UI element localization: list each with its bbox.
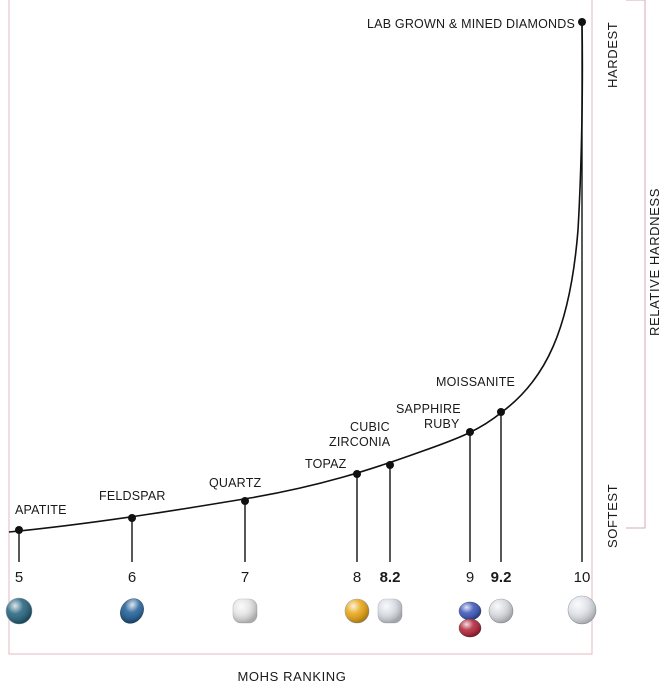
ruby-gem-icon	[458, 618, 482, 638]
data-point-5	[15, 526, 23, 534]
data-point-6	[128, 514, 136, 522]
x-tick-5: 5	[15, 569, 23, 586]
data-point-9-2	[497, 408, 505, 416]
x-tick-8-2: 8.2	[380, 569, 401, 586]
chart-frame	[8, 0, 593, 655]
point-label-8-2-2: ZIRCONIA	[329, 435, 391, 449]
point-label-9-1: SAPPHIRE	[396, 402, 461, 416]
data-point-10	[578, 18, 586, 26]
cubic-zirconia-gem-icon	[377, 598, 403, 624]
data-point-8-2	[386, 461, 394, 469]
diamond-gem-icon	[567, 595, 597, 625]
sapphire-gem-icon	[458, 601, 482, 621]
y-axis-title: RELATIVE HARDNESS	[647, 188, 662, 336]
data-point-7	[241, 497, 249, 505]
point-label-10: LAB GROWN & MINED DIAMONDS	[367, 17, 575, 31]
data-point-8	[353, 470, 361, 478]
data-point-9	[466, 428, 474, 436]
point-label-6: FELDSPAR	[99, 489, 166, 503]
softest-label: SOFTEST	[605, 484, 620, 548]
chart-marks: APATITE 5 FELDSPAR 6 QUARTZ 7 TOPAZ 8 CUBICZIRCO…	[5, 17, 597, 638]
x-tick-9: 9	[466, 569, 474, 586]
hardness-curve	[8, 21, 584, 533]
point-label-7: QUARTZ	[209, 476, 262, 490]
point-label-5: APATITE	[15, 503, 67, 517]
x-tick-6: 6	[128, 569, 136, 586]
quartz-gem-icon	[232, 598, 258, 624]
topaz-gem-icon	[344, 598, 370, 624]
point-label-8-2-1: CUBIC	[350, 420, 390, 434]
x-tick-7: 7	[241, 569, 249, 586]
feldspar-gem-icon	[120, 598, 144, 624]
x-axis-title: MOHS RANKING	[237, 669, 346, 683]
point-label-8: TOPAZ	[305, 457, 347, 471]
hardest-label: HARDEST	[605, 22, 620, 88]
point-label-9-2: RUBY	[424, 417, 460, 431]
point-label-9-2: MOISSANITE	[436, 375, 515, 389]
moissanite-gem-icon	[488, 598, 514, 624]
apatite-gem-icon	[5, 597, 33, 625]
x-tick-8: 8	[353, 569, 361, 586]
x-tick-10: 10	[574, 569, 591, 586]
x-tick-9-2: 9.2	[491, 569, 512, 586]
relative-hardness-bracket	[626, 0, 646, 529]
